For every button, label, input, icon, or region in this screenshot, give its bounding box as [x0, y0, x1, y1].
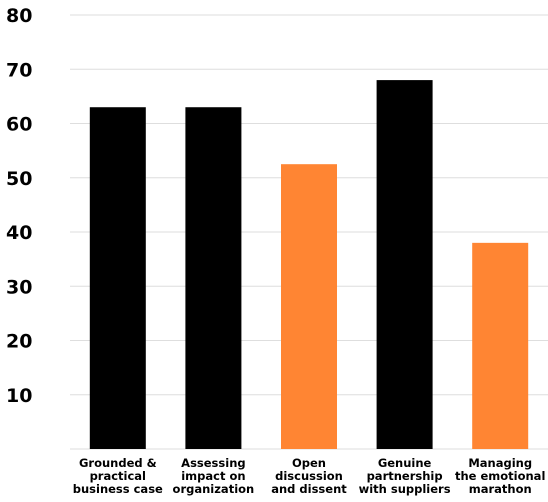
- x-tick-label-line: partnership: [367, 469, 443, 483]
- x-axis-category-labels: Grounded & practical business caseAssessin…: [73, 456, 546, 496]
- x-tick-label-line: Grounded &: [79, 456, 157, 470]
- bar: [281, 164, 337, 449]
- x-tick-label-line: the emotional: [455, 469, 545, 483]
- x-tick-label-line: business case: [73, 482, 163, 496]
- x-tick-label-line: marathon: [469, 482, 532, 496]
- y-tick-label: 80: [6, 5, 32, 27]
- x-tick-label-line: impact on: [181, 469, 245, 483]
- bars: [89, 80, 529, 449]
- y-tick-label: 10: [6, 385, 32, 407]
- x-tick-label: Open discussion and dissent: [271, 456, 347, 496]
- y-tick-label: 60: [6, 114, 32, 136]
- x-tick-label-line: discussion: [275, 469, 343, 483]
- x-tick-label: Genuine partnership with suppliers: [359, 456, 451, 496]
- x-tick-label-line: Managing: [468, 456, 532, 470]
- x-tick-label: Grounded & practical business case: [73, 456, 163, 496]
- x-tick-label-line: Genuine: [378, 456, 432, 470]
- x-tick-label: Assessing impact on organization: [173, 456, 255, 496]
- y-tick-label: 70: [6, 59, 32, 81]
- x-tick-label-line: with suppliers: [359, 482, 451, 496]
- bar: [185, 107, 242, 449]
- x-tick-label-line: organization: [173, 482, 255, 496]
- y-tick-label: 40: [6, 222, 32, 244]
- y-tick-label: 20: [6, 331, 32, 353]
- x-tick-label-line: Open: [292, 456, 326, 470]
- x-tick-label-line: Assessing: [181, 456, 245, 470]
- x-tick-label-line: and dissent: [271, 482, 347, 496]
- y-tick-label: 50: [6, 168, 32, 190]
- bar: [89, 107, 146, 449]
- bar: [376, 80, 433, 449]
- bar: [472, 242, 529, 449]
- y-tick-label: 30: [6, 276, 32, 298]
- x-tick-label: Managing the emotional marathon: [455, 456, 545, 496]
- y-axis-tick-labels: 10 20 30 40 50 60 70 80: [6, 5, 32, 407]
- x-tick-label-line: practical: [90, 469, 146, 483]
